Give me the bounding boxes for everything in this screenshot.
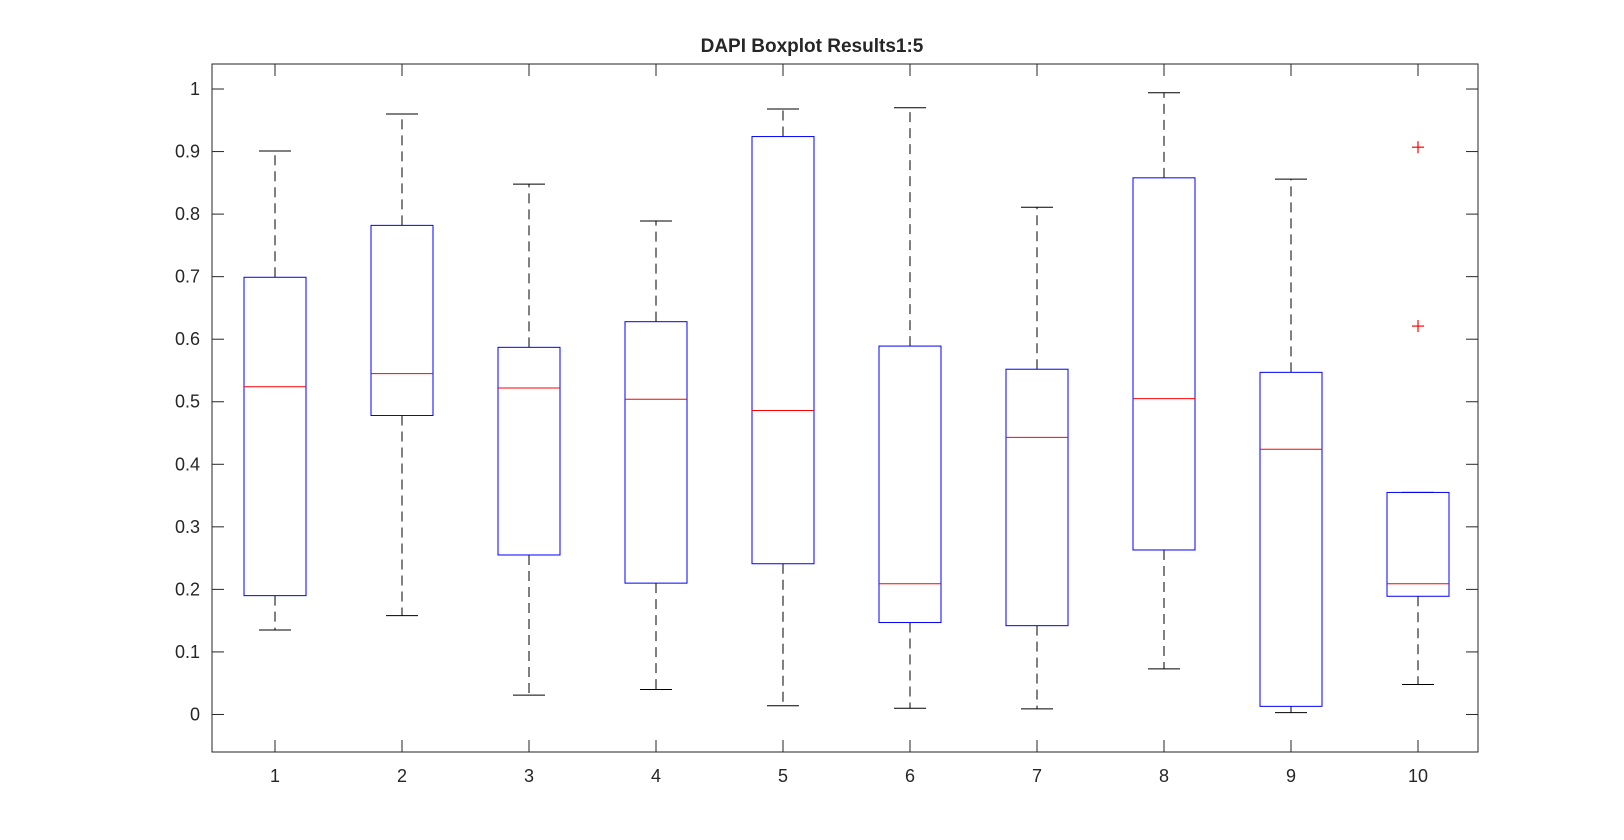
box [878, 345, 942, 624]
box-group-1 [243, 150, 307, 631]
box-group-9 [1259, 178, 1323, 714]
x-tick-label: 10 [1408, 766, 1428, 786]
box-group-2 [370, 113, 434, 617]
chart-title: DAPI Boxplot Results1:5 [701, 36, 924, 57]
box [624, 321, 688, 584]
x-tick-label: 6 [905, 766, 915, 786]
y-tick-label: 0.6 [175, 329, 200, 349]
box-group-3 [497, 183, 561, 696]
x-tick-label: 1 [270, 766, 280, 786]
box [1386, 491, 1450, 597]
x-tick-label: 9 [1286, 766, 1296, 786]
y-tick-label: 0.1 [175, 642, 200, 662]
box-group-7 [1005, 206, 1069, 710]
y-tick-label: 0.5 [175, 392, 200, 412]
box-group-8 [1132, 92, 1196, 670]
plot-marks [243, 92, 1450, 714]
x-tick-label: 7 [1032, 766, 1042, 786]
axis-ticks: 0 0.1 0.2 0.3 0.4 0.5 0.6 0.7 0.8 0.9 1 1 2 3 4 5 6 7 8 9 10 [175, 64, 1478, 786]
outlier-marker [1412, 320, 1424, 333]
y-tick-label: 0.7 [175, 267, 200, 287]
box [497, 346, 561, 556]
y-tick-label: 0.3 [175, 517, 200, 537]
y-tick-label: 0 [190, 704, 200, 724]
box-group-6 [878, 107, 942, 709]
box [751, 136, 815, 565]
box-group-10 [1386, 141, 1450, 685]
box [1259, 371, 1323, 707]
box [370, 224, 434, 417]
box-group-5 [751, 108, 815, 707]
box-group-4 [624, 220, 688, 690]
y-tick-label: 0.4 [175, 454, 200, 474]
y-tick-label: 0.8 [175, 204, 200, 224]
y-tick-label: 0.2 [175, 579, 200, 599]
box [1132, 177, 1196, 551]
y-tick-label: 0.9 [175, 142, 200, 162]
x-tick-label: 4 [651, 766, 661, 786]
x-tick-label: 2 [397, 766, 407, 786]
y-tick-label: 1 [190, 79, 200, 99]
outlier-marker [1412, 141, 1424, 154]
x-tick-label: 8 [1159, 766, 1169, 786]
x-tick-label: 5 [778, 766, 788, 786]
x-tick-label: 3 [524, 766, 534, 786]
box [243, 276, 307, 597]
axes-box [211, 63, 1479, 753]
box [1005, 368, 1069, 627]
